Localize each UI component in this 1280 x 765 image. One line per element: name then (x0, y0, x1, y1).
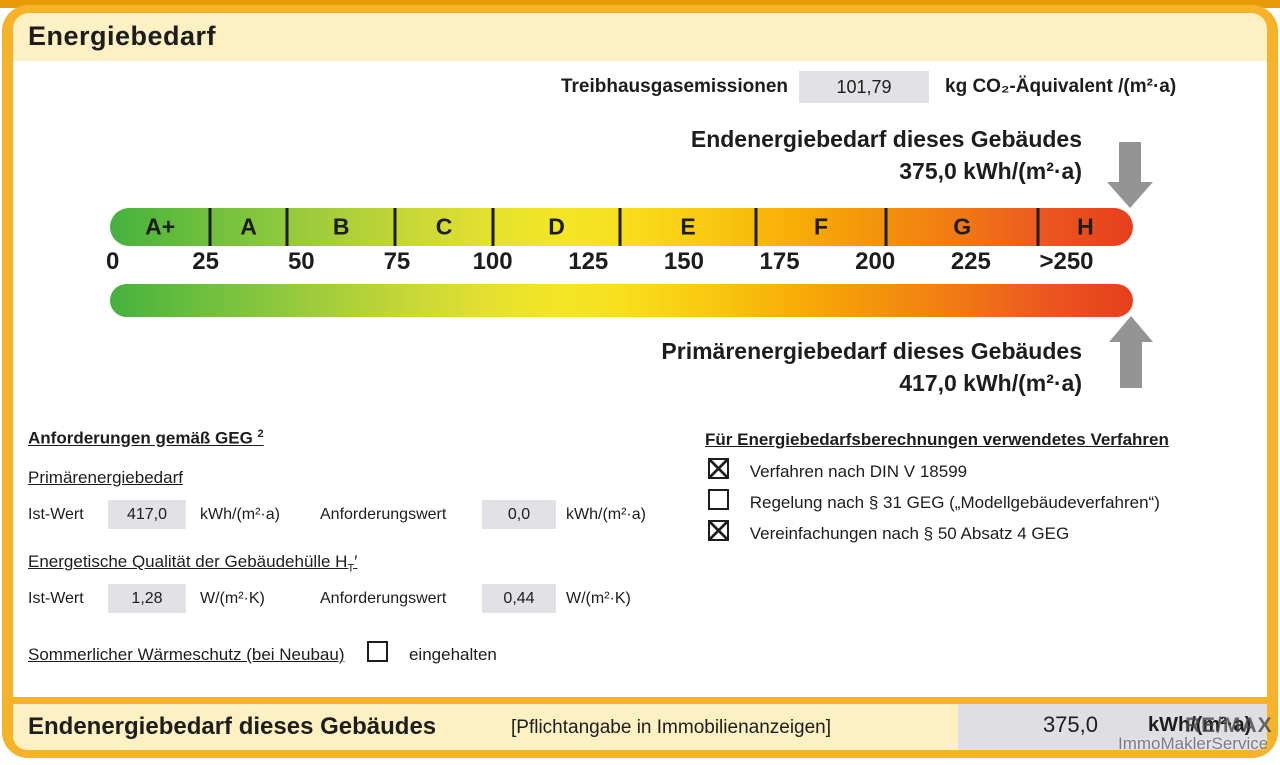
class-label-F: F (813, 213, 829, 240)
method-heading: Für Energiebedarfsberechnungen verwendet… (705, 430, 1169, 449)
primary-ist-label: Ist-Wert (28, 506, 84, 523)
summer-protection-label: Sommerlicher Wärmeschutz (bei Neubau) (28, 645, 345, 664)
envelope-heading-text: Energetische Qualität der Gebäudehülle H (28, 552, 348, 571)
method-item-1: Verfahren nach DIN V 18599 (708, 458, 967, 482)
primary-energy-value: 417,0 kWh/(m²·a) (899, 370, 1082, 396)
primary-ist-unit: kWh/(m²·a) (200, 506, 280, 523)
ghg-unit: kg CO₂-Äquivalent /(m²·a) (945, 76, 1177, 97)
class-divider (285, 208, 289, 246)
class-label-A+: A+ (145, 213, 176, 240)
class-label-D: D (548, 213, 565, 240)
footer-value: 375,0 (1042, 712, 1098, 737)
class-label-C: C (435, 213, 453, 240)
class-divider (491, 208, 495, 246)
footer-unit: kWh/(m²·a) (1148, 714, 1252, 736)
method-checkbox-1 (708, 458, 729, 479)
method-label-2: Regelung nach § 31 GEG („Modellgebäudeve… (749, 493, 1160, 512)
ghg-value-box: 101,79 (799, 71, 929, 103)
class-bar: A+ A B C D E F G H (110, 208, 1133, 246)
requirements-heading: Anforderungen gemäß GEG 2 (28, 428, 264, 449)
class-divider (884, 208, 888, 246)
up-arrow-shaft (1120, 342, 1142, 388)
axis-row: 0 25 50 75 100 125 150 175 200 225 >250 (106, 248, 1133, 280)
summer-protection-row: Sommerlicher Wärmeschutz (bei Neubau) ei… (28, 641, 497, 665)
up-arrow-icon (1109, 316, 1153, 388)
class-divider (754, 208, 757, 246)
footer-title: Endenergiebedarf dieses Gebäudes (28, 713, 437, 740)
envelope-heading-sub: T (347, 562, 355, 575)
footer-band: Endenergiebedarf dieses Gebäudes [Pflich… (13, 704, 1272, 753)
class-divider (208, 208, 212, 246)
envelope-ist-unit: W/(m²·K) (200, 590, 265, 607)
axis-tick-label: 100 (472, 248, 513, 275)
envelope-section-heading: Energetische Qualität der Gebäudehülle H… (28, 552, 357, 574)
class-divider (393, 208, 397, 246)
envelope-req-value-box: 0,44 (482, 584, 556, 613)
axis-tick-label: 125 (568, 248, 609, 275)
axis-tick-label: 25 (192, 248, 219, 275)
axis-tick-label: >250 (1039, 248, 1094, 275)
primary-ist-value-box: 417,0 (108, 500, 186, 529)
primary-section-heading: Primärenergiebedarf (28, 468, 183, 487)
axis-tick-label: 225 (950, 248, 991, 275)
class-label-G: G (953, 213, 972, 240)
page-title: Energiebedarf (28, 21, 217, 51)
axis-tick-label: 175 (759, 248, 800, 275)
class-label-E: E (680, 213, 696, 240)
footer-value-box: 375,0 kWh/(m²·a) RE/MAX ImmoMaklerServic… (958, 704, 1272, 753)
requirements-footnote: 2 (257, 428, 264, 440)
down-arrow-icon (1107, 142, 1153, 208)
method-label-1: Verfahren nach DIN V 18599 (749, 462, 968, 481)
axis-tick-label: 150 (663, 248, 704, 275)
class-divider (1036, 208, 1040, 246)
class-label-B: B (332, 213, 350, 240)
main-panel (13, 61, 1267, 697)
envelope-ist-label: Ist-Wert (28, 590, 84, 607)
envelope-heading-prime: ′ (354, 552, 358, 571)
method-checkbox-3 (708, 520, 729, 541)
header-band: Energiebedarf (13, 13, 1267, 61)
up-arrow-head (1109, 316, 1153, 342)
watermark-remax: RE/MAX (1185, 714, 1273, 737)
top-orange-strip (0, 0, 1280, 8)
footer-note: [Pflichtangabe in Immobilienanzeigen] (511, 717, 832, 738)
envelope-req-unit: W/(m²·K) (566, 590, 631, 607)
axis-tick-label: 75 (383, 248, 411, 275)
down-arrow-head (1107, 182, 1153, 208)
axis-tick-label: 0 (105, 248, 120, 275)
primary-req-value-box: 0,0 (482, 500, 556, 529)
method-item-2: Regelung nach § 31 GEG („Modellgebäudeve… (708, 489, 1160, 513)
ghg-label: Treibhausgasemissionen (560, 76, 788, 97)
class-label-H: H (1077, 213, 1094, 240)
method-item-3: Vereinfachungen nach § 50 Absatz 4 GEG (708, 520, 1069, 544)
down-arrow-shaft (1119, 142, 1141, 182)
requirements-heading-text: Anforderungen gemäß GEG (28, 428, 253, 448)
axis-tick-label: 50 (287, 248, 315, 275)
watermark-immomaklerservice: ImmoMaklerService (1118, 734, 1269, 753)
axis-tick-label: 200 (855, 248, 896, 275)
envelope-ist-value-box: 1,28 (108, 584, 186, 613)
class-divider (618, 208, 622, 246)
envelope-req-label: Anforderungswert (320, 590, 447, 607)
summer-protection-checkbox-label: eingehalten (408, 645, 497, 664)
end-energy-value: 375,0 kWh/(m²·a) (899, 158, 1082, 184)
method-checkbox-2 (708, 489, 729, 510)
summer-protection-checkbox (367, 641, 389, 662)
gradient-bar (110, 284, 1133, 317)
primary-energy-title: Primärenergiebedarf dieses Gebäudes (661, 338, 1082, 364)
primary-req-unit: kWh/(m²·a) (566, 506, 646, 523)
method-label-3: Vereinfachungen nach § 50 Absatz 4 GEG (749, 524, 1070, 543)
class-label-A: A (240, 213, 257, 240)
primary-req-label: Anforderungswert (320, 506, 447, 523)
end-energy-title: Endenergiebedarf dieses Gebäudes (690, 126, 1082, 152)
